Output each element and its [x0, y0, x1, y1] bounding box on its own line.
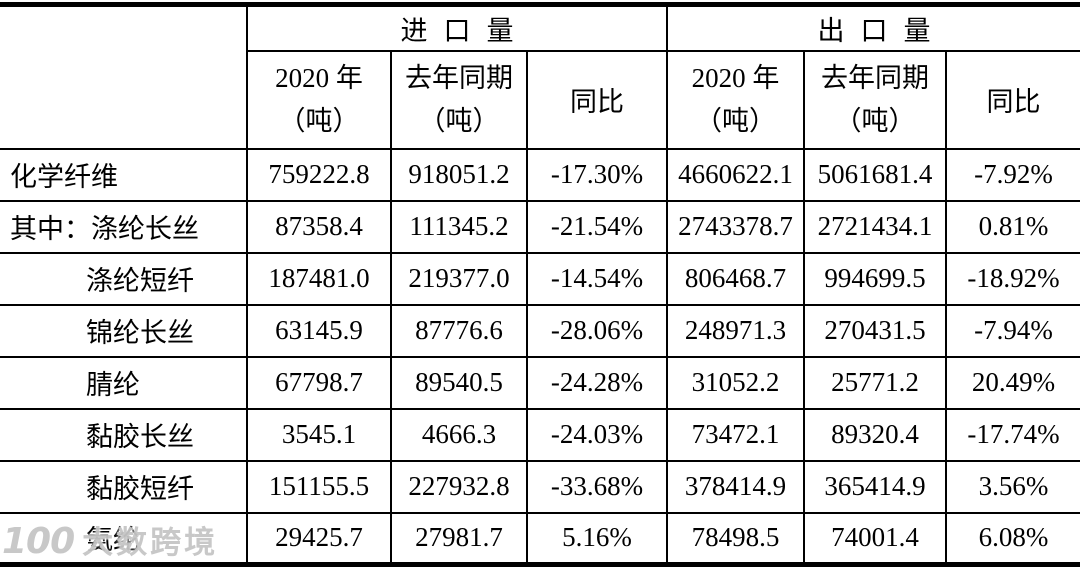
export-prev-value: 25771.2 — [803, 355, 947, 410]
export-prev-value: 5061681.4 — [803, 147, 947, 202]
import-prev-value: 27981.7 — [390, 511, 528, 566]
export-2020-header: 2020 年 （吨） — [666, 49, 805, 150]
import-yoy-header: 同比 — [526, 49, 668, 150]
year-label: 2020 年 — [275, 62, 363, 93]
corner-cell — [0, 3, 248, 150]
import-2020-value: 759222.8 — [246, 147, 392, 202]
export-yoy-value: 3.56% — [944, 459, 1080, 514]
export-yoy-value: -7.92% — [944, 147, 1080, 202]
import-prev-value: 4666.3 — [390, 407, 528, 462]
category-label: 涤纶短纤 — [0, 251, 248, 306]
table-row: 黏胶长丝 3545.1 4666.3 -24.03% 73472.1 89320… — [0, 407, 1080, 462]
import-2020-value: 29425.7 — [246, 511, 392, 566]
export-2020-value: 806468.7 — [666, 251, 805, 306]
export-yoy-value: 20.49% — [944, 355, 1080, 410]
export-prev-value: 270431.5 — [803, 303, 947, 358]
table-row: 氨纶 29425.7 27981.7 5.16% 78498.5 74001.4… — [0, 511, 1080, 566]
column-header-row: 2020 年 （吨） 去年同期 （吨） 同比 2020 年 （吨） 去年同期 — [0, 49, 1080, 150]
import-prev-value: 87776.6 — [390, 303, 528, 358]
import-yoy-value: -28.06% — [526, 303, 668, 358]
table-row: 其中：涤纶长丝 87358.4 111345.2 -21.54% 2743378… — [0, 199, 1080, 254]
category-label: 腈纶 — [0, 355, 248, 410]
export-yoy-value: -7.94% — [944, 303, 1080, 358]
import-2020-value: 63145.9 — [246, 303, 392, 358]
import-2020-value: 151155.5 — [246, 459, 392, 514]
table-row: 锦纶长丝 63145.9 87776.6 -28.06% 248971.3 27… — [0, 303, 1080, 358]
export-2020-value: 378414.9 — [666, 459, 805, 514]
import-prev-value: 227932.8 — [390, 459, 528, 514]
import-prev-value: 89540.5 — [390, 355, 528, 410]
category-label: 黏胶短纤 — [0, 459, 248, 514]
import-2020-value: 67798.7 — [246, 355, 392, 410]
import-prev-value: 111345.2 — [390, 199, 528, 254]
prev-label: 去年同期 — [405, 62, 513, 93]
export-prev-value: 74001.4 — [803, 511, 947, 566]
import-yoy-value: -21.54% — [526, 199, 668, 254]
category-label: 氨纶 — [0, 511, 248, 566]
export-yoy-header: 同比 — [944, 49, 1080, 150]
import-prev-header: 去年同期 （吨） — [390, 49, 528, 150]
export-prev-value: 2721434.1 — [803, 199, 947, 254]
year-label: 2020 年 — [691, 62, 780, 93]
import-yoy-value: -17.30% — [526, 147, 668, 202]
table-container: 进口量 出口量 2020 年 （吨） 去年同期 （吨） 同比 2020 年 — [0, 2, 1080, 567]
export-yoy-value: -18.92% — [944, 251, 1080, 306]
unit-label: （吨） — [418, 105, 500, 136]
category-label: 化学纤维 — [0, 147, 248, 202]
export-2020-value: 78498.5 — [666, 511, 805, 566]
group-header-row: 进口量 出口量 — [0, 3, 1080, 150]
export-yoy-value: 6.08% — [944, 511, 1080, 566]
export-2020-value: 4660622.1 — [666, 147, 805, 202]
export-2020-value: 2743378.7 — [666, 199, 805, 254]
import-2020-value: 87358.4 — [246, 199, 392, 254]
import-2020-header: 2020 年 （吨） — [247, 49, 392, 150]
import-2020-value: 187481.0 — [246, 251, 392, 306]
export-yoy-value: 0.81% — [944, 199, 1080, 254]
import-yoy-value: -14.54% — [526, 251, 668, 306]
export-prev-value: 365414.9 — [803, 459, 947, 514]
export-prev-value: 994699.5 — [803, 251, 947, 306]
table-row: 黏胶短纤 151155.5 227932.8 -33.68% 378414.9 … — [0, 459, 1080, 514]
import-prev-value: 219377.0 — [390, 251, 528, 306]
export-prev-value: 89320.4 — [803, 407, 947, 462]
category-label: 其中：涤纶长丝 — [0, 199, 248, 254]
export-2020-value: 73472.1 — [666, 407, 805, 462]
import-yoy-value: 5.16% — [526, 511, 668, 566]
table-row: 化学纤维 759222.8 918051.2 -17.30% 4660622.1… — [0, 147, 1080, 202]
import-group-header: 进口量 — [246, 3, 668, 52]
category-label: 锦纶长丝 — [0, 303, 248, 358]
import-yoy-value: -24.03% — [526, 407, 668, 462]
table-row: 涤纶短纤 187481.0 219377.0 -14.54% 806468.7 … — [0, 251, 1080, 306]
export-2020-value: 31052.2 — [666, 355, 805, 410]
unit-label: （吨） — [278, 105, 360, 136]
import-yoy-value: -33.68% — [526, 459, 668, 514]
table-row: 腈纶 67798.7 89540.5 -24.28% 31052.2 25771… — [0, 355, 1080, 410]
export-group-header: 出口量 — [665, 3, 1080, 52]
import-export-table: 进口量 出口量 2020 年 （吨） 去年同期 （吨） 同比 2020 年 — [0, 2, 1080, 567]
export-2020-value: 248971.3 — [666, 303, 805, 358]
export-yoy-value: -17.74% — [944, 407, 1080, 462]
import-yoy-value: -24.28% — [526, 355, 668, 410]
category-label: 黏胶长丝 — [0, 407, 248, 462]
import-2020-value: 3545.1 — [246, 407, 392, 462]
unit-label: （吨） — [834, 105, 916, 136]
export-prev-header: 去年同期 （吨） — [803, 49, 947, 150]
unit-label: （吨） — [695, 105, 776, 136]
prev-label: 去年同期 — [821, 62, 929, 93]
import-prev-value: 918051.2 — [390, 147, 528, 202]
